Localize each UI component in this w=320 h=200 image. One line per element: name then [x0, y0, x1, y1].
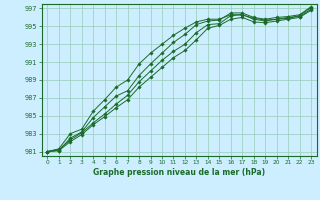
- X-axis label: Graphe pression niveau de la mer (hPa): Graphe pression niveau de la mer (hPa): [93, 168, 265, 177]
